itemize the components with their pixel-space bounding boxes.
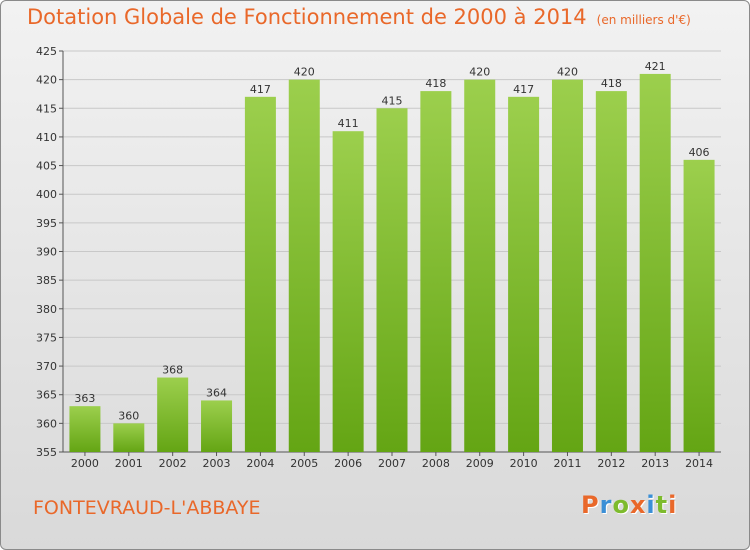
unit-text: (en milliers d'€) — [596, 13, 691, 27]
data-label: 418 — [425, 77, 446, 90]
bar — [595, 91, 627, 452]
y-tick-label: 405 — [36, 160, 57, 173]
bar — [639, 73, 671, 453]
data-label: 415 — [382, 94, 403, 107]
y-tick-label: 355 — [36, 446, 57, 459]
data-label: 417 — [513, 83, 534, 96]
data-label: 406 — [689, 146, 710, 159]
x-tick-label: 2008 — [422, 457, 450, 470]
data-label: 417 — [250, 83, 271, 96]
x-tick-label: 2009 — [466, 457, 494, 470]
y-tick-label: 400 — [36, 188, 57, 201]
logo-letter: i — [646, 491, 656, 519]
x-tick-label: 2014 — [685, 457, 713, 470]
y-tick-label: 390 — [36, 246, 57, 259]
title-text: Dotation Globale de Fonctionnement de 20… — [27, 5, 587, 29]
x-tick-label: 2007 — [378, 457, 406, 470]
data-label: 411 — [338, 117, 359, 130]
bar — [683, 159, 715, 453]
logo-letter: o — [612, 491, 630, 519]
x-tick-label: 2006 — [334, 457, 362, 470]
data-label: 364 — [206, 386, 227, 399]
x-tick-label: 2004 — [246, 457, 274, 470]
data-label: 420 — [469, 66, 490, 79]
data-label: 420 — [557, 66, 578, 79]
x-tick-label: 2002 — [159, 457, 187, 470]
bar — [332, 131, 364, 452]
x-tick-label: 2010 — [510, 457, 538, 470]
data-label: 360 — [118, 409, 139, 422]
y-tick-label: 410 — [36, 131, 57, 144]
bar — [69, 406, 101, 452]
y-tick-label: 360 — [36, 417, 57, 430]
y-tick-label: 380 — [36, 303, 57, 316]
bar — [551, 79, 583, 453]
x-tick-label: 2003 — [203, 457, 231, 470]
y-tick-label: 420 — [36, 74, 57, 87]
x-tick-label: 2005 — [290, 457, 318, 470]
data-label: 421 — [645, 60, 666, 73]
y-tick-label: 415 — [36, 102, 57, 115]
y-tick-label: 365 — [36, 389, 57, 402]
bar — [420, 91, 452, 452]
logo-letter: i — [668, 491, 678, 519]
x-tick-label: 2012 — [597, 457, 625, 470]
x-tick-label: 2000 — [71, 457, 99, 470]
y-tick-label: 425 — [36, 45, 57, 58]
y-tick-label: 375 — [36, 331, 57, 344]
bar — [508, 96, 540, 452]
logo-letter: P — [581, 491, 600, 519]
bar — [464, 79, 496, 453]
bar — [201, 400, 233, 452]
x-tick-label: 2001 — [115, 457, 143, 470]
data-label: 420 — [294, 66, 315, 79]
commune-name: FONTEVRAUD-L'ABBAYE — [33, 497, 261, 519]
data-label: 418 — [601, 77, 622, 90]
proxiti-logo[interactable]: Proxiti — [581, 491, 677, 519]
bar — [288, 79, 320, 453]
logo-letter: t — [655, 491, 669, 519]
bar — [376, 108, 408, 453]
y-tick-label: 385 — [36, 274, 57, 287]
logo-letter: x — [629, 491, 647, 519]
chart-title: Dotation Globale de Fonctionnement de 20… — [27, 5, 691, 29]
y-tick-label: 395 — [36, 217, 57, 230]
logo-letter: r — [599, 491, 613, 519]
bar — [157, 377, 189, 452]
x-tick-label: 2011 — [553, 457, 581, 470]
x-tick-label: 2013 — [641, 457, 669, 470]
bar — [244, 96, 276, 452]
data-label: 368 — [162, 364, 183, 377]
y-tick-label: 370 — [36, 360, 57, 373]
data-label: 363 — [74, 392, 95, 405]
bar — [113, 423, 145, 452]
